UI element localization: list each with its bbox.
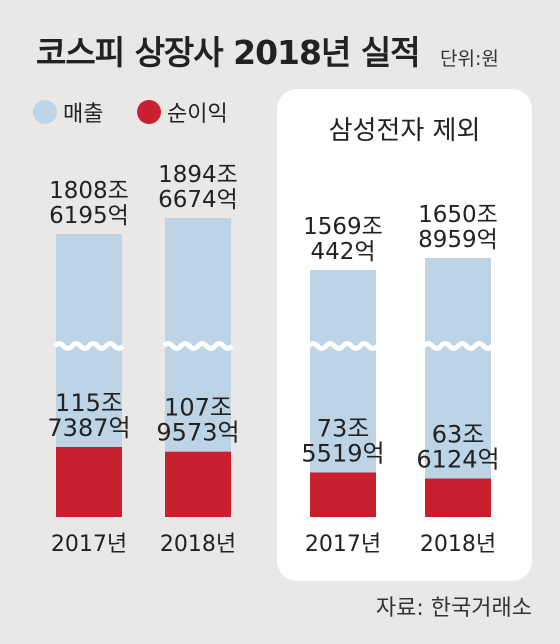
axis-break-chart2-0 — [307, 341, 379, 351]
revenue-label-chart1-0-line-0: 1808조 — [49, 178, 129, 204]
legend-label-net-income: 순이익 — [167, 102, 228, 127]
legend-swatch-revenue — [33, 100, 57, 124]
revenue-label-chart2-0-line-0: 1569조 — [303, 214, 383, 240]
panel-title: 삼성전자 제외 — [328, 116, 481, 146]
net-income-label-chart1-0-line-1: 7387억 — [47, 414, 130, 442]
revenue-label-chart2-0-line-1: 442억 — [310, 239, 375, 265]
chart-title: 코스피 상장사 2018년 실적 — [36, 33, 421, 72]
net-income-label-chart1-0-line-0: 115조 — [55, 389, 123, 417]
net-income-bar-chart1-1 — [165, 451, 231, 517]
source-credit: 자료: 한국거래소 — [375, 596, 532, 621]
revenue-bar-chart2-1 — [425, 258, 491, 517]
axis-break-chart1-0 — [53, 341, 125, 351]
net-income-bar-chart2-1 — [425, 478, 491, 517]
category-label-chart2-0: 2017년 — [305, 532, 381, 557]
axis-break-chart2-1 — [422, 341, 494, 351]
revenue-label-chart2-1-line-1: 8959억 — [418, 227, 498, 253]
legend-label-revenue: 매출 — [63, 102, 104, 127]
net-income-label-chart2-0-line-1: 5519억 — [301, 440, 384, 468]
net-income-bar-chart1-0 — [56, 447, 122, 517]
revenue-label-chart2-1-line-0: 1650조 — [418, 202, 498, 228]
net-income-label-chart2-1-line-1: 6124억 — [416, 446, 499, 474]
net-income-label-chart2-0-line-0: 73조 — [317, 415, 370, 443]
revenue-label-chart1-1-line-1: 6674억 — [158, 187, 238, 213]
category-label-chart2-1: 2018년 — [420, 532, 496, 557]
legend-swatch-net-income — [137, 100, 161, 124]
unit-label: 단위:원 — [440, 48, 499, 70]
net-income-label-chart1-1-line-0: 107조 — [164, 394, 232, 422]
axis-break-chart1-1 — [162, 341, 234, 351]
category-label-chart1-0: 2017년 — [51, 532, 127, 557]
legend-item-revenue: 매출 — [33, 96, 103, 128]
net-income-label-chart2-1-line-0: 63조 — [432, 421, 485, 449]
legend-item-net-income: 순이익 — [137, 96, 228, 128]
net-income-label-chart1-1-line-1: 9573억 — [156, 419, 239, 447]
category-label-chart1-1: 2018년 — [160, 532, 236, 557]
revenue-label-chart1-0-line-1: 6195억 — [49, 203, 129, 229]
revenue-label-chart1-1-line-0: 1894조 — [158, 162, 238, 188]
net-income-bar-chart2-0 — [310, 472, 376, 517]
